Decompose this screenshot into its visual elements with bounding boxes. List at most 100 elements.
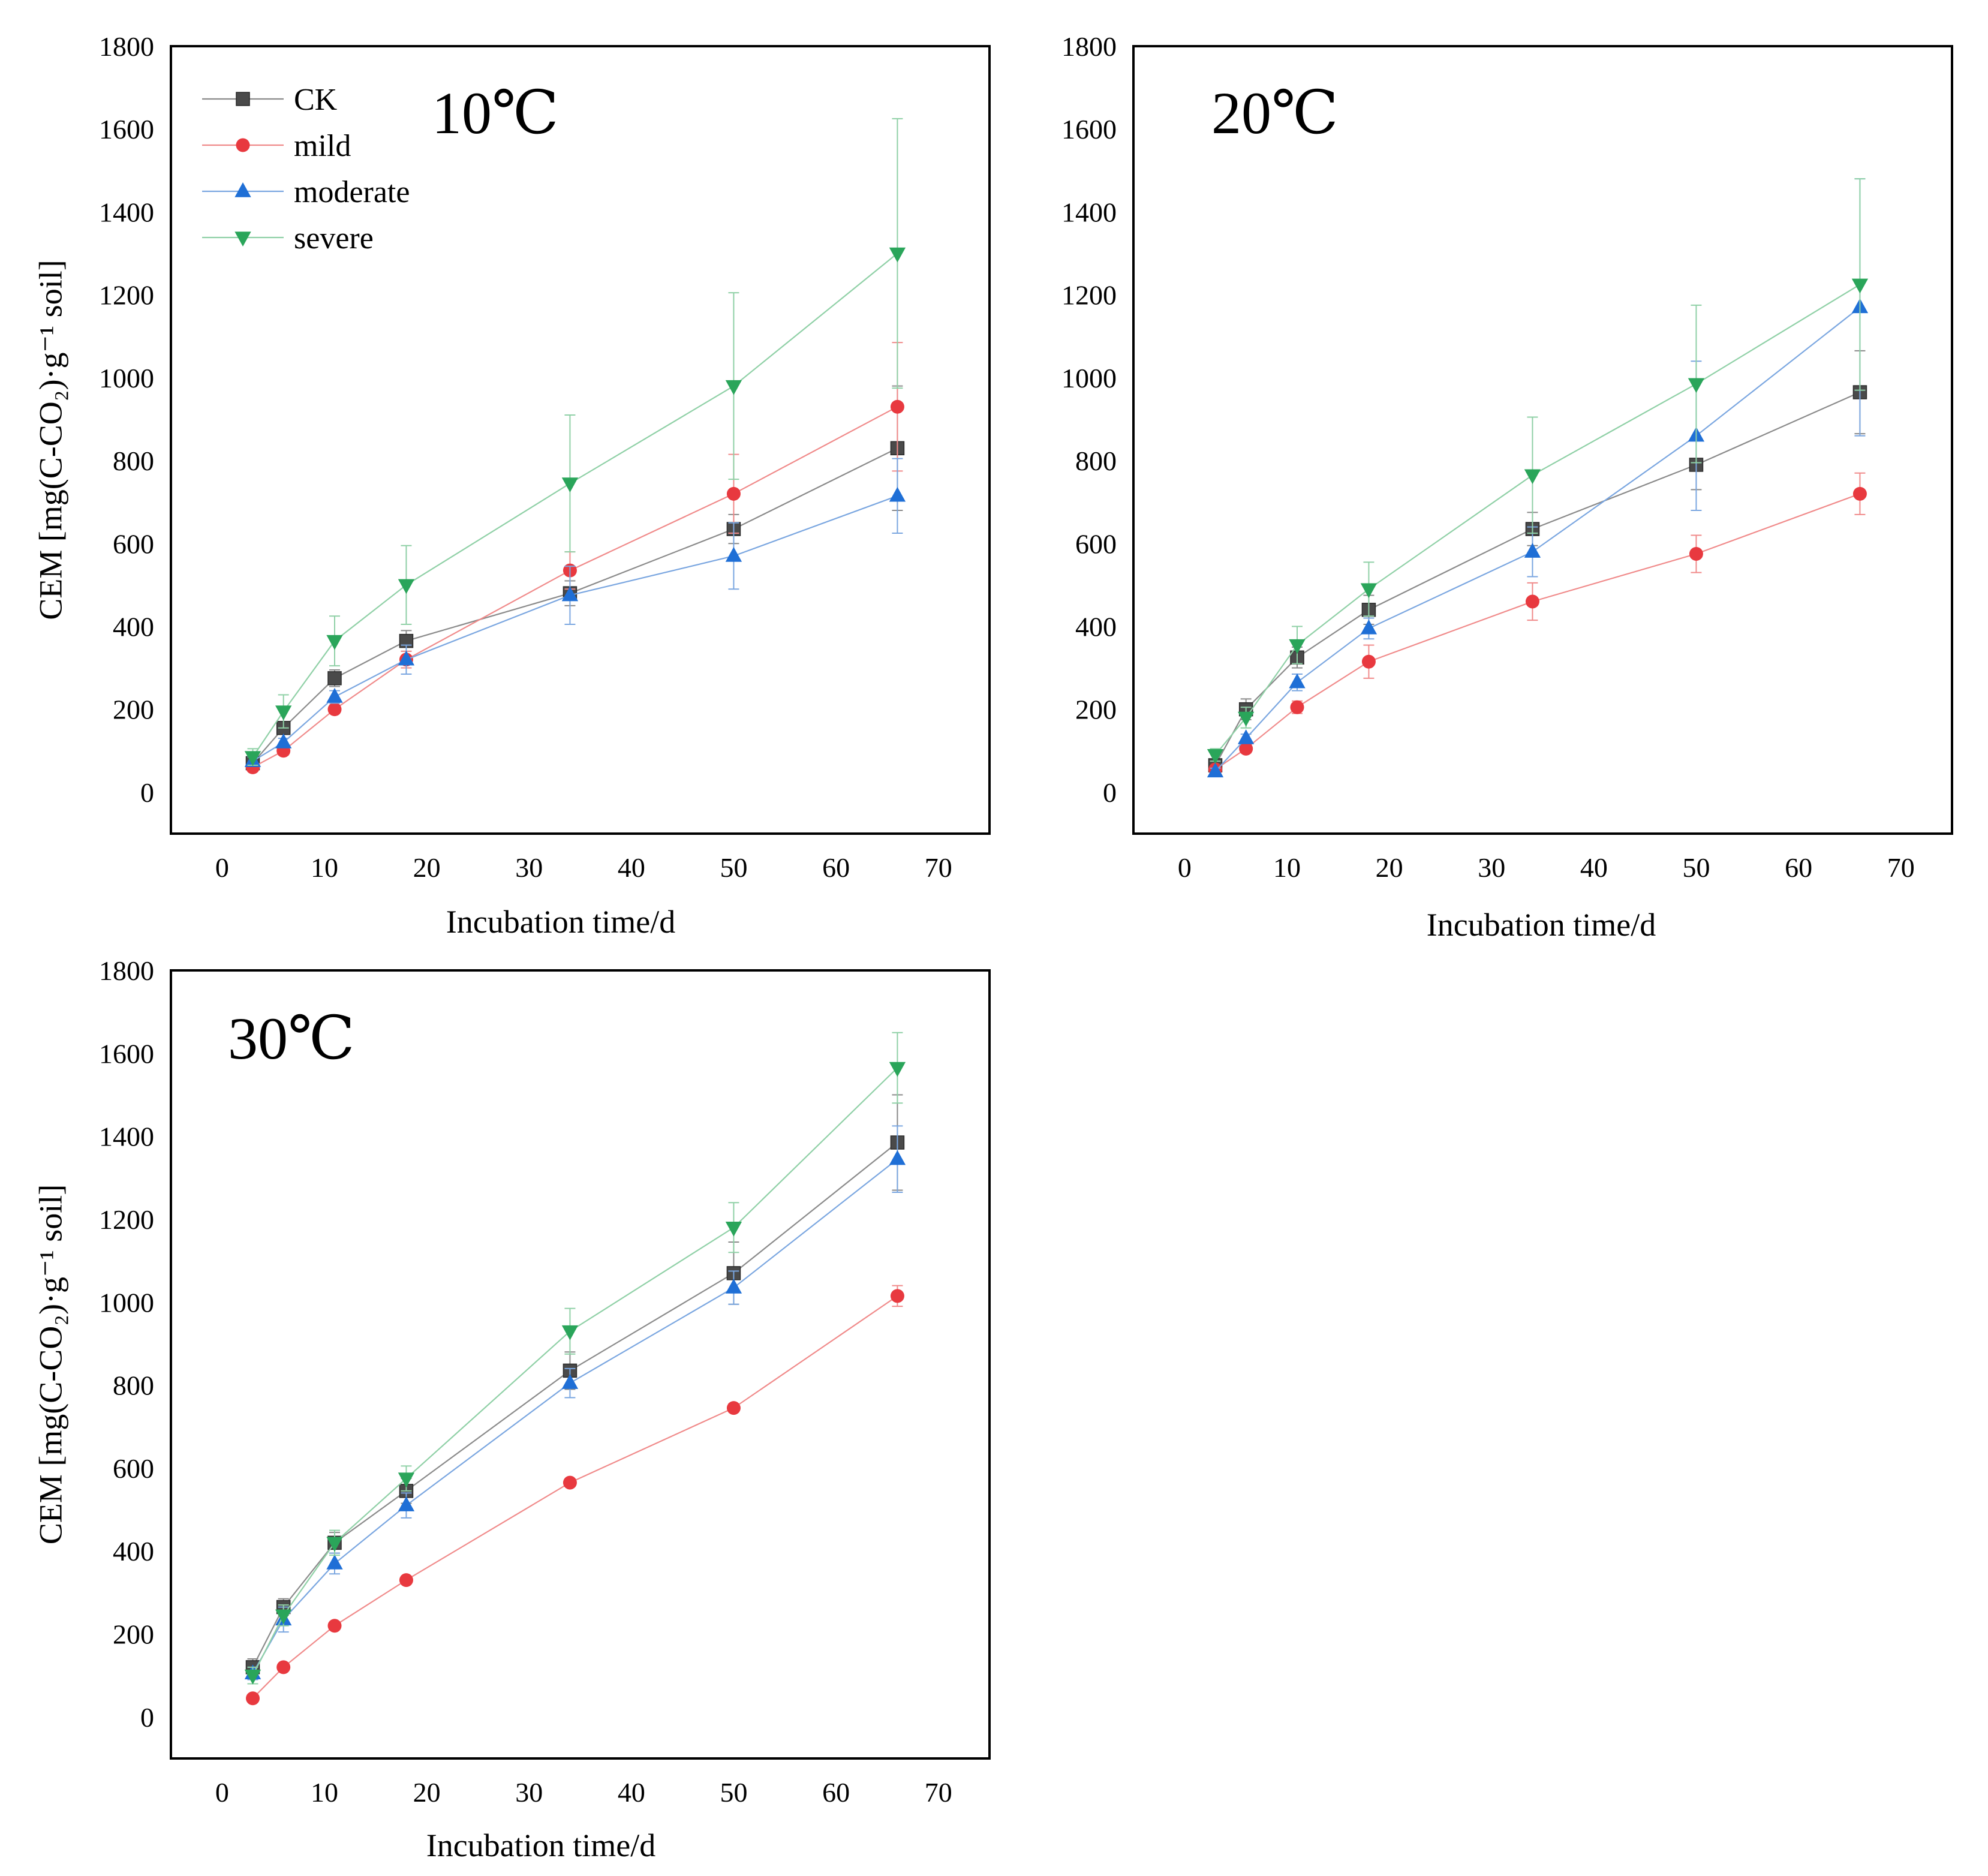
y-tick-label: 1200 — [99, 280, 154, 311]
y-tick-label: 1400 — [99, 1122, 154, 1152]
data-point-severe — [889, 247, 906, 263]
legend-label: moderate — [294, 175, 410, 209]
data-point-severe — [275, 1609, 292, 1625]
x-tick-label: 0 — [215, 1777, 229, 1808]
x-tick-label: 40 — [1580, 852, 1608, 883]
data-point-moderate — [275, 733, 292, 748]
y-tick-label: 600 — [1075, 528, 1117, 559]
legend: CK mild moderate severe — [202, 83, 410, 255]
data-point-mild — [246, 1691, 260, 1706]
x-tick-label: 50 — [720, 1777, 747, 1808]
legend-marker-moderate — [234, 182, 251, 197]
y-tick-label: 800 — [113, 446, 154, 476]
x-axis-title: Incubation time/d — [426, 1827, 655, 1863]
data-point-mild — [327, 702, 342, 717]
y-tick-label: 1600 — [99, 1038, 154, 1069]
y-tick-label: 200 — [113, 695, 154, 725]
x-tick-label: 60 — [1785, 852, 1812, 883]
data-point-severe — [398, 579, 415, 594]
y-tick-label: 400 — [1075, 611, 1117, 642]
x-tick-label: 50 — [720, 852, 747, 883]
x-axis-title: Incubation time/d — [446, 904, 675, 940]
x-tick-label: 20 — [413, 1777, 441, 1808]
series-moderate — [1207, 178, 1869, 778]
data-point-moderate — [725, 547, 742, 562]
x-tick-label: 70 — [925, 1777, 952, 1808]
y-tick-label: 1400 — [1061, 197, 1117, 227]
x-tick-label: 0 — [215, 852, 229, 883]
x-tick-label: 0 — [1178, 852, 1192, 883]
data-point-severe — [561, 477, 579, 493]
x-tick-label: 70 — [925, 852, 952, 883]
data-point-mild — [1239, 741, 1253, 756]
x-tick-label: 20 — [1376, 852, 1403, 883]
series-moderate — [244, 1125, 906, 1680]
plot-frame — [1132, 45, 1953, 835]
plot-frame — [170, 969, 991, 1760]
x-tick-label: 30 — [1478, 852, 1505, 883]
y-tick-label: 600 — [113, 528, 154, 559]
x-tick-label: 10 — [311, 1777, 338, 1808]
series-severe — [244, 118, 906, 766]
data-point-CK — [327, 671, 342, 686]
data-point-severe — [1524, 469, 1541, 485]
data-point-severe — [1289, 639, 1306, 654]
series-line-moderate — [1214, 306, 1861, 772]
y-tick-label: 1000 — [1061, 363, 1117, 393]
series-mild — [246, 342, 904, 774]
x-axis-title: Incubation time/d — [1427, 907, 1656, 943]
data-point-mild — [1525, 594, 1539, 609]
data-point-severe — [725, 380, 742, 395]
series-severe — [244, 1032, 906, 1685]
y-tick-label: 400 — [113, 611, 154, 642]
data-point-moderate — [889, 1150, 906, 1165]
y-tick-label: 1400 — [99, 197, 154, 227]
y-tick-label: 0 — [140, 777, 154, 808]
legend-marker-mild — [236, 138, 250, 152]
data-point-mild — [276, 1660, 291, 1674]
data-point-severe — [1851, 278, 1869, 294]
series-line-CK — [1214, 391, 1860, 766]
data-point-moderate — [398, 650, 415, 666]
x-tick-label: 50 — [1682, 852, 1710, 883]
series-mild — [1208, 472, 1867, 777]
x-tick-label: 30 — [515, 1777, 543, 1808]
y-tick-label: 0 — [1103, 777, 1117, 808]
y-tick-label: 1600 — [99, 114, 154, 145]
data-point-moderate — [1524, 543, 1541, 558]
y-tick-label: 800 — [1075, 446, 1117, 476]
legend-item-severe: severe — [202, 221, 374, 255]
data-point-severe — [1207, 748, 1224, 764]
y-tick-label: 600 — [113, 1453, 154, 1484]
y-tick-label: 1000 — [99, 1287, 154, 1318]
data-point-mild — [890, 399, 904, 414]
data-point-mild — [1361, 654, 1376, 669]
y-tick-label: 200 — [113, 1619, 154, 1650]
data-point-mild — [726, 1401, 741, 1415]
data-point-mild — [890, 1289, 904, 1303]
data-point-severe — [1688, 378, 1705, 393]
data-point-severe — [889, 1062, 906, 1077]
series-line-moderate — [252, 1158, 898, 1674]
data-point-severe — [326, 635, 343, 650]
y-tick-label: 1200 — [99, 1204, 154, 1235]
series-line-moderate — [252, 495, 898, 762]
data-point-mild — [327, 1619, 342, 1633]
y-tick-label: 0 — [140, 1702, 154, 1733]
y-tick-label: 1800 — [99, 31, 154, 62]
data-point-severe — [1238, 711, 1255, 727]
chart-panel-30c: 0 200 400 600 800 1000 1200 1400 1600 1800 0 10 20 30… — [32, 955, 991, 1863]
data-point-mild — [726, 486, 741, 501]
y-axis-title: CEM [mg(C-CO₂)·g⁻¹ soil] — [32, 260, 68, 620]
x-tick-label: 10 — [1273, 852, 1301, 883]
legend-marker-severe — [234, 232, 251, 246]
data-point-moderate — [561, 586, 579, 602]
legend-item-moderate: moderate — [202, 175, 410, 209]
data-point-severe — [561, 1325, 579, 1340]
series-line-mild — [252, 1295, 898, 1699]
data-point-severe — [398, 1472, 415, 1488]
data-point-mild — [399, 1573, 413, 1588]
data-point-moderate — [561, 1374, 579, 1389]
data-point-severe — [1360, 583, 1378, 599]
